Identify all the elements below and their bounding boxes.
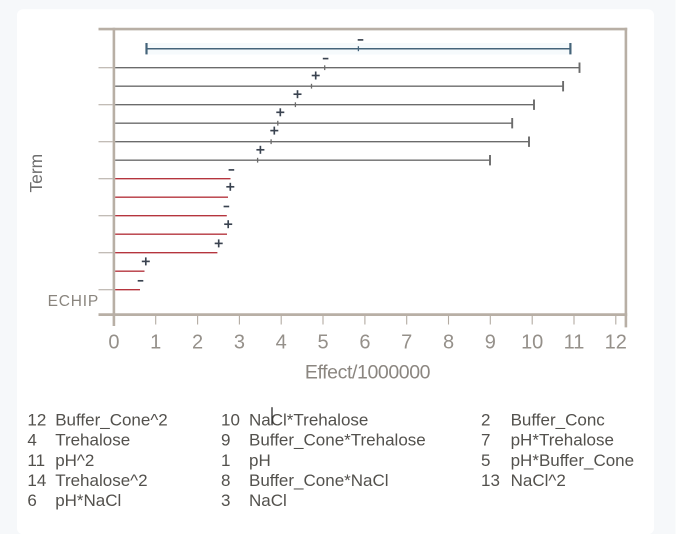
svg-text:3: 3 [234, 331, 245, 353]
svg-text:ECHIP: ECHIP [48, 293, 99, 310]
svg-text:7: 7 [481, 431, 490, 450]
svg-text:pH*Buffer_Cone: pH*Buffer_Cone [511, 451, 634, 470]
svg-text:Trehalose^2: Trehalose^2 [55, 471, 147, 490]
svg-text:6: 6 [27, 491, 36, 510]
svg-text:5: 5 [481, 451, 490, 470]
svg-text:6: 6 [359, 331, 370, 353]
svg-text:11: 11 [27, 451, 45, 470]
svg-text:9: 9 [485, 331, 496, 353]
svg-text:Buffer_Cone^2: Buffer_Cone^2 [55, 410, 168, 429]
svg-text:14: 14 [27, 471, 46, 490]
svg-text:NaCl: NaCl [249, 491, 287, 510]
svg-text:Effect/1000000: Effect/1000000 [305, 362, 431, 384]
svg-text:9: 9 [221, 431, 230, 450]
svg-text:pH: pH [249, 451, 271, 470]
svg-text:1: 1 [221, 451, 230, 470]
svg-text:pH*Trehalose: pH*Trehalose [511, 431, 614, 450]
svg-text:Trehalose: Trehalose [55, 431, 130, 450]
svg-text:10: 10 [521, 331, 543, 353]
svg-text:pH*NaCl: pH*NaCl [55, 491, 121, 510]
svg-text:12: 12 [27, 410, 46, 429]
svg-text:1: 1 [150, 331, 161, 353]
svg-text:2: 2 [481, 410, 490, 429]
svg-text:4: 4 [27, 431, 36, 450]
svg-text:2: 2 [192, 331, 203, 353]
svg-text:11: 11 [564, 331, 585, 353]
svg-text:7: 7 [401, 331, 412, 353]
svg-text:10: 10 [221, 410, 240, 429]
svg-text:Buffer_Conc: Buffer_Conc [511, 410, 606, 429]
svg-text:5: 5 [317, 331, 328, 353]
svg-text:Term: Term [26, 154, 46, 193]
svg-text:NaCl^2: NaCl^2 [511, 471, 566, 490]
svg-text:13: 13 [481, 471, 500, 490]
svg-text:3: 3 [221, 491, 230, 510]
svg-text:NaCl*Trehalose: NaCl*Trehalose [249, 410, 368, 429]
svg-text:0: 0 [108, 331, 119, 353]
svg-text:Buffer_Cone*NaCl: Buffer_Cone*NaCl [249, 471, 389, 490]
svg-text:Buffer_Cone*Trehalose: Buffer_Cone*Trehalose [249, 431, 426, 450]
svg-text:4: 4 [276, 331, 287, 353]
svg-text:8: 8 [443, 331, 454, 353]
svg-text:pH^2: pH^2 [55, 451, 94, 470]
svg-text:8: 8 [221, 471, 230, 490]
svg-text:12: 12 [605, 331, 627, 353]
